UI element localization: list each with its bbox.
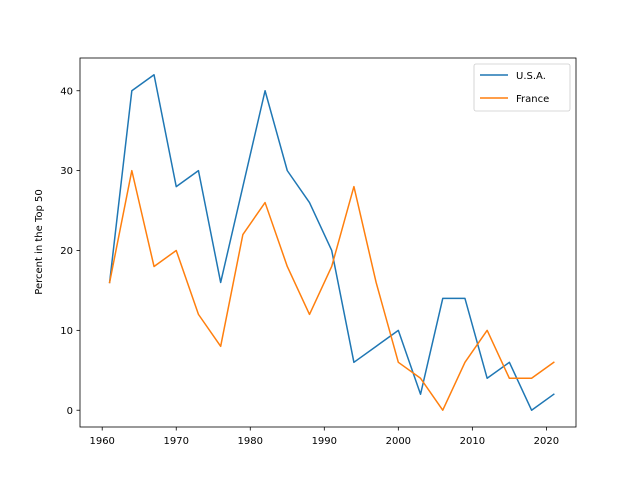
axes-frame xyxy=(79,57,577,428)
y-tick-label: 10 xyxy=(60,326,73,337)
x-tick-label: 2020 xyxy=(534,436,559,447)
x-tick-label: 1970 xyxy=(164,436,189,447)
y-axis: 0 10 20 30 40 xyxy=(60,86,80,417)
y-tick-label: 40 xyxy=(60,86,73,97)
x-tick-label: 1980 xyxy=(238,436,263,447)
y-axis-label: Percent in the Top 50 xyxy=(34,189,45,294)
y-tick-label: 0 xyxy=(67,406,73,417)
x-tick-label: 2010 xyxy=(460,436,485,447)
legend-label-0: U.S.A. xyxy=(516,71,546,82)
x-tick-label: 1960 xyxy=(89,436,114,447)
x-tick-label: 2000 xyxy=(386,436,411,447)
plot-area xyxy=(79,57,577,428)
series-line-0 xyxy=(108,74,555,411)
x-axis: 1960 1970 1980 1990 2000 2010 2020 xyxy=(89,427,559,447)
y-tick-label: 30 xyxy=(60,166,73,177)
y-tick-label: 20 xyxy=(60,246,73,257)
x-tick-label: 1990 xyxy=(312,436,337,447)
legend-label-1: France xyxy=(516,94,549,105)
series-line-1 xyxy=(108,169,555,411)
legend: U.S.A. France xyxy=(473,63,571,112)
